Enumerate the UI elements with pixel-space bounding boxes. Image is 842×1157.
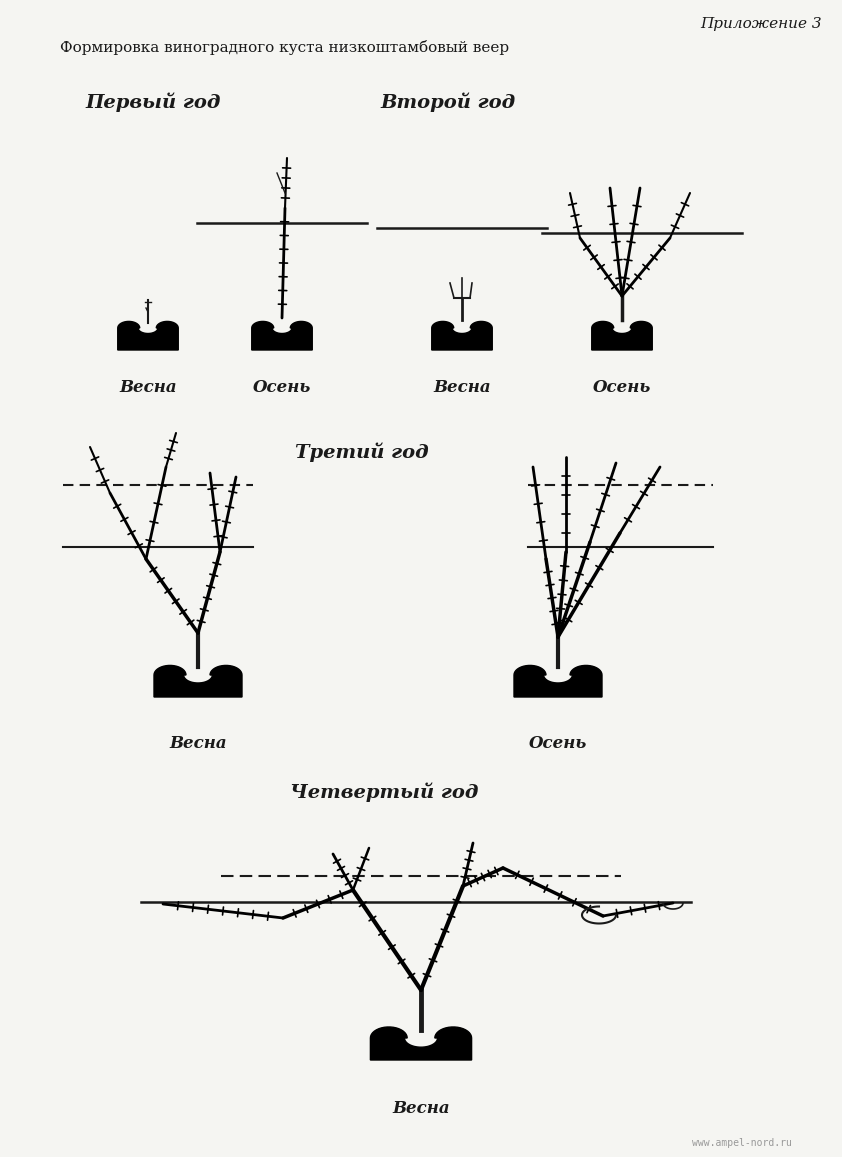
Polygon shape: [432, 322, 493, 351]
Text: Второй год: Второй год: [380, 93, 515, 112]
Text: Четвертый год: Четвертый год: [290, 782, 478, 802]
Text: Осень: Осень: [529, 735, 587, 752]
Polygon shape: [514, 665, 602, 697]
Text: Весна: Весна: [433, 379, 491, 396]
Polygon shape: [252, 322, 312, 351]
Polygon shape: [592, 322, 653, 351]
Text: www.ampel-nord.ru: www.ampel-nord.ru: [692, 1138, 792, 1148]
Text: Третий год: Третий год: [295, 442, 429, 462]
Text: Весна: Весна: [392, 1100, 450, 1117]
Polygon shape: [154, 665, 242, 697]
Text: Осень: Осень: [593, 379, 651, 396]
Text: Приложение 3: Приложение 3: [700, 17, 822, 31]
Text: Первый год: Первый год: [85, 93, 221, 112]
Polygon shape: [118, 322, 179, 351]
Text: Весна: Весна: [169, 735, 226, 752]
Polygon shape: [370, 1027, 472, 1060]
Text: Весна: Весна: [120, 379, 177, 396]
Text: Осень: Осень: [253, 379, 312, 396]
Text: Формировка виноградного куста низкоштамбовый веер: Формировка виноградного куста низкоштамб…: [60, 40, 509, 56]
